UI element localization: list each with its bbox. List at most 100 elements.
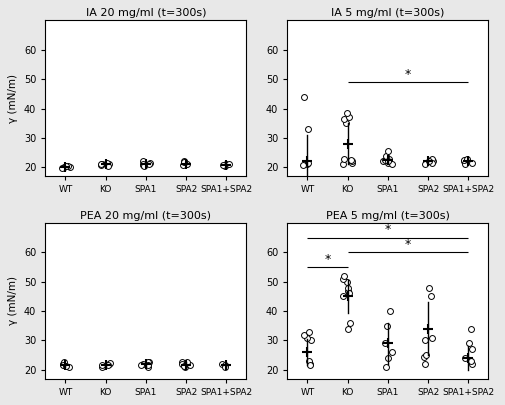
Point [344,284,352,291]
Point [60,359,68,366]
Point [427,157,435,163]
Point [421,337,429,344]
Point [306,328,314,335]
Point [140,163,148,169]
Point [185,362,193,369]
Point [146,160,155,166]
Point [179,162,187,168]
Point [465,340,473,347]
Point [144,361,153,368]
Point [346,157,355,163]
Point [181,160,189,166]
Title: IA 20 mg/ml (t=300s): IA 20 mg/ml (t=300s) [86,9,206,18]
Point [304,161,312,168]
Point [98,364,106,370]
Title: PEA 20 mg/ml (t=300s): PEA 20 mg/ml (t=300s) [80,211,212,221]
Point [346,320,354,326]
Point [342,120,350,126]
Point [60,164,68,171]
Point [303,334,311,341]
Point [144,364,152,370]
Point [106,360,114,367]
Point [384,160,392,166]
Point [425,284,433,291]
Point [382,364,390,370]
Point [384,148,392,154]
Point [62,363,70,369]
Text: *: * [385,223,391,236]
Point [420,354,428,360]
Point [467,326,475,332]
Text: *: * [405,238,411,251]
Point [428,334,436,341]
Point [386,308,394,314]
Point [428,160,436,166]
Point [105,160,113,167]
Point [299,162,307,168]
Point [340,116,348,122]
Point [59,361,67,368]
Point [427,293,435,300]
Point [461,161,469,168]
Point [381,340,389,347]
Point [66,164,74,170]
Point [98,161,107,168]
Point [104,361,112,368]
Point [460,158,468,165]
Point [221,163,229,169]
Point [145,161,153,168]
Point [343,279,351,285]
Point [58,165,66,171]
Point [65,364,73,370]
Point [339,275,347,282]
Point [382,152,390,159]
Point [381,157,389,163]
Point [183,160,191,167]
Point [345,290,353,297]
Point [468,160,476,166]
Point [62,163,70,170]
Point [461,355,469,361]
Y-axis label: γ (mN/m): γ (mN/m) [9,276,18,325]
Point [339,161,347,168]
Point [59,361,67,367]
Point [463,155,471,162]
Point [64,163,72,169]
Point [221,362,229,369]
Point [383,322,391,329]
Point [343,110,351,116]
Title: IA 5 mg/ml (t=300s): IA 5 mg/ml (t=300s) [331,9,444,18]
Point [300,94,308,100]
Point [222,161,230,168]
Point [384,158,392,165]
Point [104,162,112,169]
Point [388,349,396,356]
Point [422,352,430,358]
Point [379,158,387,165]
Point [219,162,227,168]
Point [144,358,152,365]
Text: *: * [405,68,411,81]
Point [105,361,113,367]
Point [103,160,111,166]
Point [421,161,429,168]
Point [180,159,188,165]
Point [460,157,468,163]
Point [139,361,147,367]
Point [139,162,147,168]
Y-axis label: γ (mN/m): γ (mN/m) [9,74,18,123]
Text: *: * [324,253,331,266]
Point [340,273,348,279]
Point [218,361,226,367]
Point [425,158,433,165]
Point [307,337,315,344]
Point [344,326,352,332]
Point [182,161,190,168]
Point [181,364,189,370]
Point [139,160,147,167]
Point [348,160,356,166]
Point [306,362,314,369]
Point [468,346,476,352]
Point [467,358,475,364]
Point [137,362,145,369]
